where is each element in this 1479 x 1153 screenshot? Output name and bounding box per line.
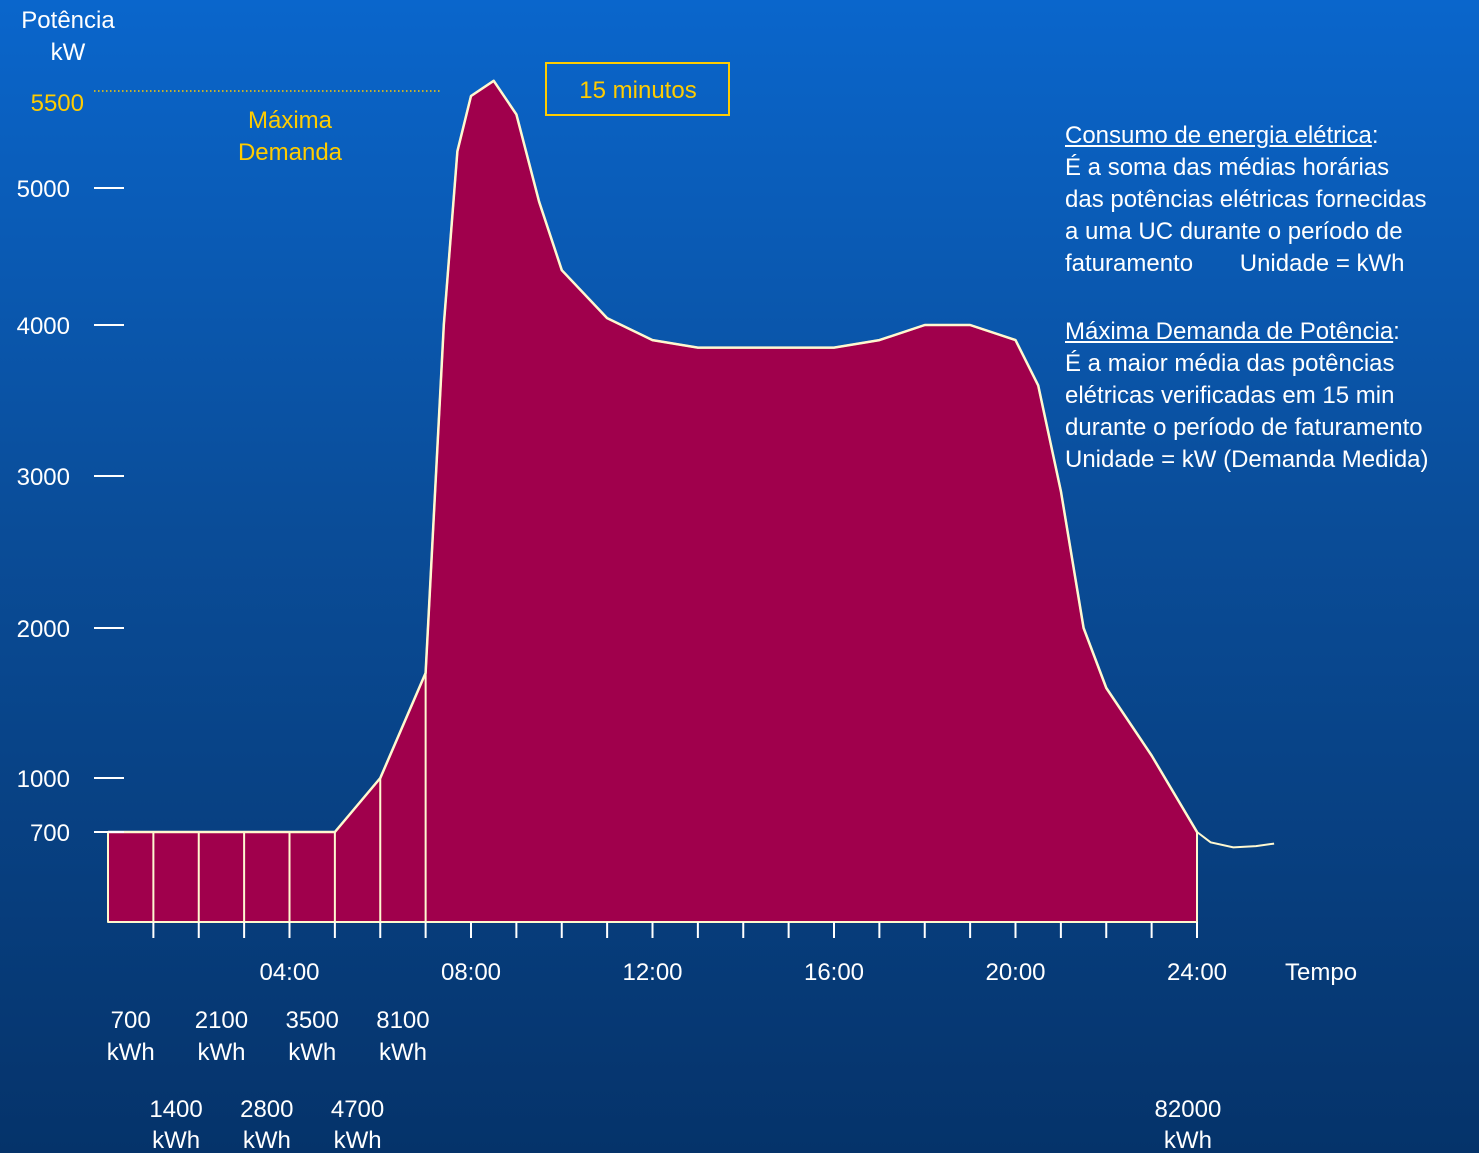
kwh-value-top: 700 [111,1007,151,1034]
consumo-colon: : [1371,122,1379,149]
demanda-title: Máxima Demanda de Potência [1065,318,1394,345]
x-tick-label: 12:00 [622,959,682,986]
x-tick-label: 20:00 [985,959,1045,986]
demanda-definition: Máxima Demanda de Potência: É a maior mé… [1065,316,1429,476]
y-axis-unit: kW [51,39,86,66]
kwh-unit-bottom: kWh [152,1127,200,1153]
y-tick-label: 4000 [17,313,70,340]
demanda-line-1: É a maior média das potências [1065,350,1395,377]
y-tick-label: 2000 [17,616,70,643]
demanda-line-2: elétricas verificadas em 15 min [1065,382,1395,409]
kwh-value-bottom: 1400 [149,1096,202,1123]
kwh-unit-bottom: kWh [243,1127,291,1153]
demand-area [107,79,1198,923]
kwh-unit-top: kWh [379,1039,427,1066]
demanda-line-3: durante o período de faturamento [1065,414,1423,441]
interval-box [545,62,730,116]
kwh-unit-bottom: kWh [1164,1127,1212,1153]
max-demand-label-1: Máxima [248,107,333,134]
consumo-line-3: a uma UC durante o período de [1065,218,1403,245]
kwh-value-top: 3500 [285,1007,338,1034]
consumo-line-4: faturamento Unidade = kWh [1065,250,1405,277]
consumo-title: Consumo de energia elétrica [1065,122,1372,149]
y-tick-label: 3000 [17,464,70,491]
consumo-line-1: É a soma das médias horárias [1065,154,1390,181]
max-demand-label-2: Demanda [238,139,343,166]
x-tick-label: 04:00 [259,959,319,986]
kwh-value-bottom: 2800 [240,1096,293,1123]
interval-box-label: 15 minutos [579,77,696,104]
kwh-unit-top: kWh [197,1039,245,1066]
kwh-value-top: 8100 [376,1007,429,1034]
demand-curve-tail [1196,831,1275,849]
x-tick-label: 08:00 [441,959,501,986]
y-tick-label: 5000 [17,176,70,203]
chart-text-group: 04:00 08:00 12:00 16:00 20:00 24:00 Tempo 700 10… [17,7,1357,1153]
y-axis-label: Potência [21,7,115,34]
consumo-line-2: das potências elétricas fornecidas [1065,186,1427,213]
demanda-colon: : [1393,318,1400,345]
kwh-value-bottom: 4700 [331,1096,384,1123]
demanda-line-4: Unidade = kW (Demanda Medida) [1065,446,1429,473]
kwh-unit-top: kWh [107,1039,155,1066]
kwh-unit-bottom: kWh [334,1127,382,1153]
kwh-value-bottom: 82000 [1155,1096,1222,1123]
kwh-value-top: 2100 [195,1007,248,1034]
y-tick-label: 1000 [17,766,70,793]
y-tick-label-max: 5500 [31,90,84,117]
x-tick-label: 24:00 [1167,959,1227,986]
x-axis-label: Tempo [1285,959,1357,986]
y-tick-label: 700 [30,820,70,847]
consumo-definition: Consumo de energia elétrica: É a soma da… [1065,120,1427,280]
kwh-unit-top: kWh [288,1039,336,1066]
x-tick-label: 16:00 [804,959,864,986]
chart-ticks-group [94,62,1198,938]
